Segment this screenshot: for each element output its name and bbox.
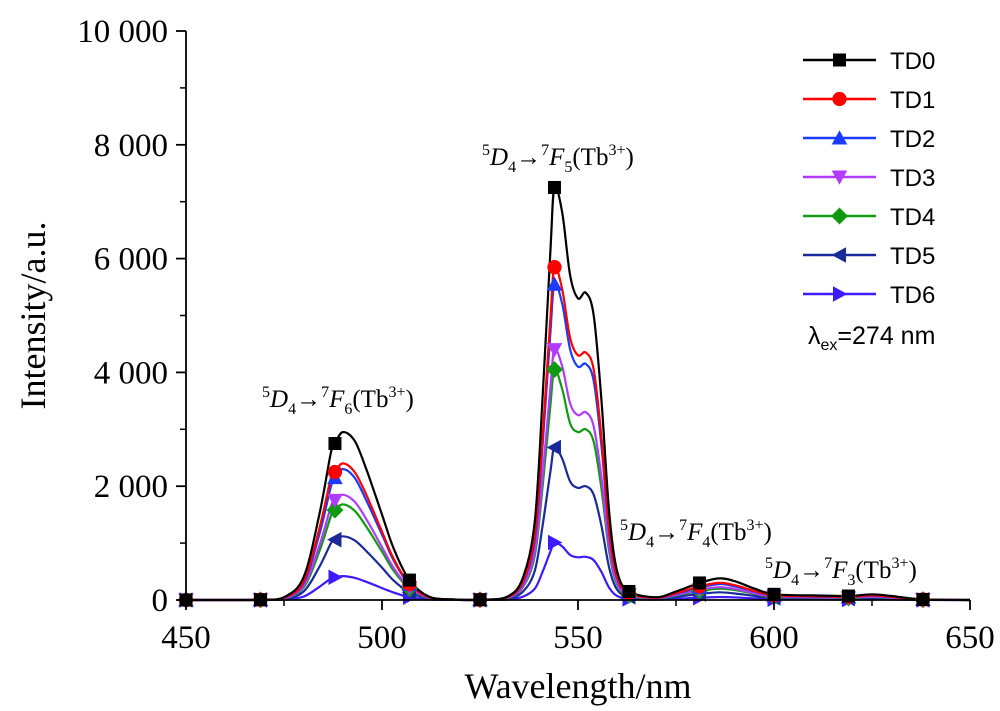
x-tick-label-450: 450: [161, 620, 211, 656]
data-point-td4-5: [546, 361, 563, 379]
axes: 450 500 550 600 650 0 2 000 4 000 6 000 8 000 10 0…: [13, 14, 995, 706]
legend-marker-td2: [831, 130, 848, 145]
x-tick-label-650: 650: [945, 620, 995, 656]
legend-label-td3: TD3: [890, 165, 935, 192]
legend-marker-td1: [832, 91, 847, 107]
data-point-td1-2: [327, 464, 343, 480]
legend-label-td0: TD0: [890, 48, 935, 75]
x-tick-label-600: 600: [749, 620, 799, 656]
data-point-td3-2: [327, 493, 343, 509]
legend-label-td1: TD1: [890, 87, 935, 114]
x-axis-title: Wavelength/nm: [464, 666, 691, 706]
data-point-td3-5: [546, 343, 563, 358]
legend-label-td2: TD2: [890, 126, 935, 153]
y-tick-label-6000: 6 000: [94, 242, 168, 278]
y-tick-label-4000: 4 000: [94, 355, 168, 391]
data-point-td0-6: [622, 584, 636, 598]
data-point-td0-8: [767, 587, 781, 601]
y-tick-label-0: 0: [152, 583, 169, 619]
legend-label-td4: TD4: [890, 204, 935, 231]
annotation-f6: 5D4→7F6(Tb3+): [262, 384, 414, 418]
legend-label-td6: TD6: [890, 282, 935, 309]
y-tick-label-8000: 8 000: [94, 128, 168, 164]
data-point-td2-5: [546, 276, 563, 291]
data-point-td0-5: [547, 180, 561, 194]
data-point-td0-7: [693, 576, 707, 590]
legend-marker-td0: [833, 53, 846, 67]
series-markers: [177, 180, 932, 609]
legend-label-td5: TD5: [890, 243, 935, 270]
legend-marker-td5: [831, 247, 846, 263]
data-point-td1-5: [547, 259, 562, 275]
data-point-td4-2: [326, 501, 344, 519]
data-point-td5-5: [546, 439, 561, 456]
excitation-label: λex=274 nm: [808, 322, 935, 354]
x-tick-label-500: 500: [357, 620, 407, 656]
annotation-f5: 5D4→7F5(Tb3+): [482, 142, 634, 176]
data-point-td6-2: [328, 569, 343, 586]
data-point-td0-3: [402, 573, 416, 587]
data-point-td0-2: [328, 437, 342, 451]
legend-marker-td3: [831, 170, 848, 185]
annotation-f4: 5D4→7F4(Tb3+): [620, 517, 772, 551]
y-tick-label-10000: 10 000: [77, 14, 168, 50]
annotation-f3: 5D4→7F3(Tb3+): [765, 555, 917, 589]
legend-marker-td4: [831, 207, 848, 225]
data-point-td5-2: [327, 531, 342, 548]
data-point-td6-5: [547, 534, 563, 551]
legend: TD0 TD1 TD2 TD3 TD4 TD5 TD6: [803, 48, 935, 309]
legend-marker-td6: [833, 286, 848, 302]
y-axis-title: Intensity/a.u.: [13, 222, 53, 410]
transition-annotations: 5D4→7F6(Tb3+) 5D4→7F5(Tb3+) 5D4→7F4(Tb3+…: [262, 142, 917, 589]
x-tick-label-550: 550: [553, 620, 603, 656]
y-tick-label-2000: 2 000: [94, 469, 168, 505]
